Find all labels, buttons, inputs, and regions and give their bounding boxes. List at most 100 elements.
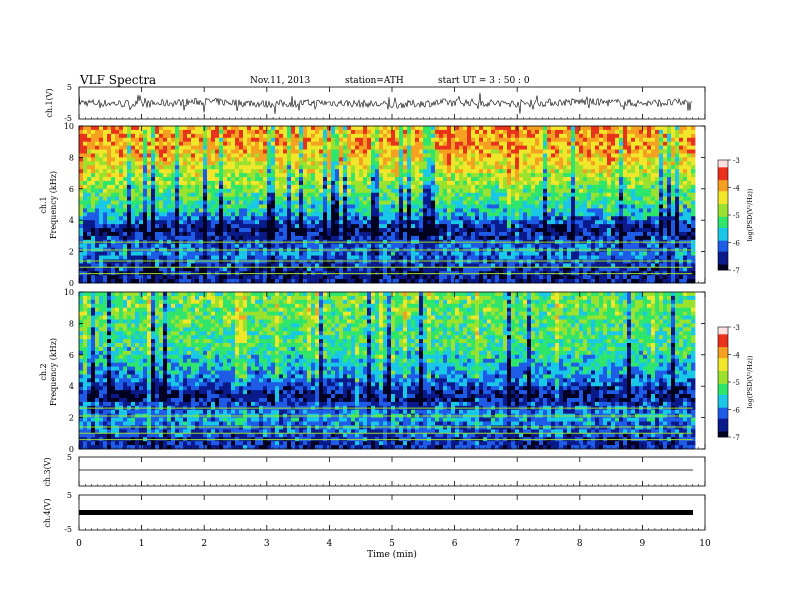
- spectrogram-cell: [319, 141, 324, 147]
- spectrogram-cell: [215, 220, 220, 225]
- spectrogram-cell: [367, 161, 372, 166]
- spectrogram-cell: [239, 220, 244, 225]
- spectrogram-cell: [435, 263, 440, 268]
- spectrogram-cell: [531, 145, 536, 150]
- spectrogram-cell: [435, 204, 440, 209]
- spectrogram-cell: [571, 177, 576, 182]
- spectrogram-cell: [315, 188, 320, 194]
- spectrogram-cell: [327, 263, 332, 268]
- spectrogram-cell: [391, 224, 396, 229]
- spectrogram-cell: [475, 184, 480, 190]
- spectrogram-cell: [103, 208, 108, 213]
- spectrogram-cell: [331, 133, 336, 139]
- spectrogram-cell: [319, 259, 324, 264]
- spectrogram-cell: [475, 177, 480, 182]
- spectrogram-cell: [247, 177, 252, 182]
- spectrogram-cell: [423, 177, 428, 182]
- spectrogram-cell: [167, 243, 172, 249]
- spectrogram-cell: [319, 157, 324, 162]
- spectrogram-cell: [251, 169, 256, 174]
- spectrogram-cell: [475, 133, 480, 139]
- spectrogram-cell: [507, 228, 512, 233]
- spectrogram-cell: [331, 267, 336, 272]
- spectrogram-cell: [175, 177, 180, 182]
- spectrogram-cell: [187, 180, 192, 186]
- spectrogram-cell: [447, 235, 452, 241]
- spectrogram-cell: [555, 255, 560, 260]
- spectrogram-cell: [183, 188, 188, 194]
- spectrogram-cell: [567, 204, 572, 209]
- spectrogram-cell: [403, 149, 408, 154]
- spectrogram-cell: [83, 129, 88, 135]
- spectrogram-cell: [555, 200, 560, 205]
- spectrogram-cell: [503, 259, 508, 264]
- spectrogram-cell: [535, 224, 540, 229]
- spectrogram-cell: [531, 169, 536, 174]
- spectrogram-cell: [195, 243, 200, 249]
- spectrogram-cell: [167, 231, 172, 237]
- spectrogram-cell: [391, 228, 396, 233]
- spectrogram-cell: [351, 263, 356, 268]
- spectrogram-cell: [403, 141, 408, 147]
- spectrogram-cell: [87, 192, 92, 198]
- spectrogram-cell: [431, 180, 436, 186]
- spectrogram-cell: [535, 133, 540, 139]
- spectrogram-cell: [263, 126, 268, 131]
- spectrogram-cell: [291, 263, 296, 268]
- spectrogram-cell: [443, 126, 448, 131]
- spectrogram-cell: [191, 235, 196, 241]
- spectrogram-cell: [223, 255, 228, 260]
- spectrogram-cell: [335, 145, 340, 150]
- spectrogram-cell: [107, 180, 112, 186]
- spectrogram-cell: [359, 184, 364, 190]
- spectrogram-cell: [343, 224, 348, 229]
- spectrogram-cell: [279, 157, 284, 162]
- spectrogram-cell: [231, 177, 236, 182]
- spectrogram-cell: [487, 184, 492, 190]
- spectrogram-cell: [555, 231, 560, 237]
- spectrogram-cell: [331, 235, 336, 241]
- spectrogram-cell: [383, 200, 388, 205]
- spectrogram-cell: [407, 157, 412, 162]
- spectrogram-cell: [367, 279, 372, 284]
- spectrogram-cell: [439, 243, 444, 249]
- spectrogram-cell: [127, 231, 132, 237]
- spectrogram-cell: [515, 275, 520, 280]
- spectrogram-cell: [227, 169, 232, 174]
- spectrogram-cell: [415, 129, 420, 135]
- spectrogram-cell: [371, 184, 376, 190]
- spectrogram-cell: [319, 133, 324, 139]
- spectrogram-cell: [515, 216, 520, 221]
- spectrogram-cell: [395, 204, 400, 209]
- spectrogram-cell: [107, 165, 112, 170]
- spectrogram-cell: [143, 235, 148, 241]
- spectrogram-cell: [483, 145, 488, 150]
- spectrogram-cell: [239, 267, 244, 272]
- spectrogram-cell: [475, 200, 480, 205]
- spectrogram-cell: [79, 279, 84, 284]
- spectrogram-cell: [215, 180, 220, 186]
- spectrogram-cell: [535, 169, 540, 174]
- spectrogram-cell: [199, 208, 204, 213]
- spectrogram-cell: [195, 251, 200, 256]
- spectrogram-cell: [383, 235, 388, 241]
- spectrogram-cell: [371, 192, 376, 198]
- spectrogram-cell: [543, 224, 548, 229]
- spectrogram-cell: [531, 208, 536, 213]
- spectrogram-cell: [335, 216, 340, 221]
- spectrogram-cell: [379, 149, 384, 154]
- spectrogram-cell: [99, 243, 104, 249]
- spectrogram-cell: [191, 184, 196, 190]
- spectrogram-cell: [359, 200, 364, 205]
- spectrogram-cell: [239, 204, 244, 209]
- spectrogram-cell: [563, 204, 568, 209]
- spectrogram-cell: [571, 208, 576, 213]
- spectrogram-cell: [459, 192, 464, 198]
- spectrogram-cell: [179, 129, 184, 135]
- spectrogram-cell: [271, 169, 276, 174]
- spectrogram-cell: [159, 263, 164, 268]
- spectrogram-cell: [191, 169, 196, 174]
- spectrogram-cell: [87, 208, 92, 213]
- spectrogram-cell: [567, 267, 572, 272]
- spectrogram-cell: [263, 200, 268, 205]
